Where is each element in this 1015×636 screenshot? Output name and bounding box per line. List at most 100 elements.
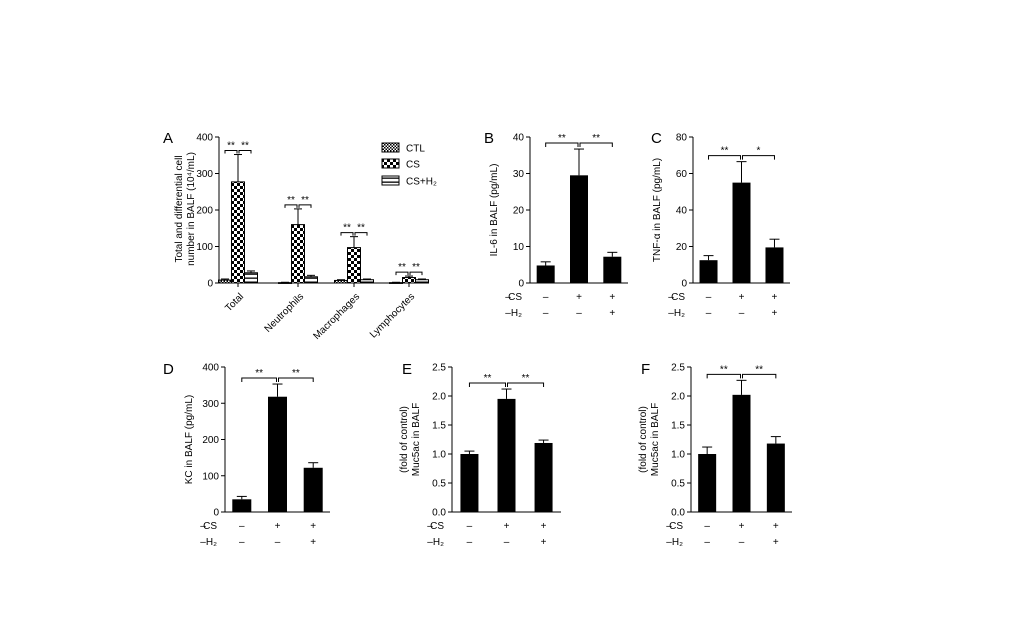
condition-mark: + [275,521,281,532]
condition-row-label: H₂ [433,537,444,548]
y-tick-label: 40 [676,206,688,217]
y-tick-label: 30 [513,169,525,180]
bar [766,443,785,512]
condition-row-label: CS [203,521,217,532]
y-axis-title: IL-6 in BALF (pg/mL) [489,164,500,257]
condition-mark: – [739,308,745,319]
significance-bracket [284,204,298,208]
significance-label: ** [227,141,235,152]
significance-bracket [468,382,506,388]
condition-mark: – [706,308,712,319]
bar [232,499,252,512]
condition-mark: + [772,308,778,319]
bar [570,175,588,283]
y-tick-label: 100 [196,242,213,253]
y-tick-label: 1.5 [432,421,446,432]
condition-mark: – [576,308,582,319]
significance-label: ** [292,368,300,379]
y-tick-label: 400 [202,363,219,374]
condition-row-label: H₂ [206,537,217,548]
panel-letter: C [651,130,662,147]
condition-row-label: CS [669,521,683,532]
bar [291,224,305,284]
significance-bracket [340,232,354,236]
bar [497,398,516,512]
significance-bracket [224,150,238,154]
panel-letter: B [484,130,494,147]
significance-label: ** [301,195,309,206]
bar [699,260,718,283]
bar [304,276,318,284]
significance-bracket [354,232,368,236]
panel-letter: F [641,361,650,378]
y-tick-label: 80 [676,133,688,144]
bar [732,182,751,283]
y-tick-label: 0.5 [432,479,446,490]
legend-label: CS+H₂ [406,177,437,188]
y-tick-label: 1.0 [671,450,685,461]
significance-label: ** [343,223,351,234]
y-tick-label: 2.0 [671,392,685,403]
y-tick-label: 200 [196,206,213,217]
significance-label: ** [592,133,600,144]
legend-swatch [381,175,400,186]
legend-label: CTL [406,144,425,155]
condition-baseline-mark: – [505,308,511,319]
y-axis-title: Muc5ac in BALF [411,403,422,476]
bar [460,454,479,512]
condition-mark: + [310,521,316,532]
significance-bracket [298,204,312,208]
condition-baseline-mark: – [668,308,674,319]
y-tick-label: 0 [207,279,213,290]
significance-bracket [708,155,741,160]
y-axis-title: (fold of control) [638,406,649,473]
bar [732,394,751,512]
y-tick-label: 20 [676,242,688,253]
panel-letter: D [163,361,174,378]
y-tick-label: 60 [676,169,688,180]
bar [347,247,361,284]
panel-letter: A [163,130,173,147]
y-axis-title: (fold of control) [399,406,410,473]
significance-bracket [545,142,579,148]
legend-swatch [381,142,400,153]
condition-baseline-mark: – [668,292,674,303]
significance-label: ** [755,364,763,375]
condition-mark: + [773,521,779,532]
y-axis-title-line-1: Total and differential cell [174,155,185,262]
condition-mark: + [541,537,547,548]
y-tick-label: 0 [518,279,524,290]
condition-mark: + [739,292,745,303]
significance-label: ** [484,373,492,384]
significance-bracket [742,155,775,160]
bar [534,442,553,512]
condition-mark: – [467,537,473,548]
panel-f: F 0.00.51.01.52.02.5 ** **CS – + +–H₂ – – +–Muc5… [638,361,792,548]
y-tick-label: 0.5 [671,479,685,490]
bar [268,396,287,512]
condition-mark: + [541,521,547,532]
condition-mark: – [504,537,510,548]
condition-mark: – [704,537,710,548]
y-tick-label: 1.0 [432,450,446,461]
significance-marks: ** ** ** ** ** ** ** ** [224,141,423,276]
x-tick-label: Neutrophils [263,291,307,335]
bar [536,265,555,283]
y-tick-label: 400 [196,133,213,144]
panel-a: A 0 100 200 300 400 ** ** ** ** ** ** ** ** Total Ne… [163,130,437,342]
significance-label: ** [241,141,249,152]
significance-label: * [757,146,761,157]
significance-label: ** [522,373,530,384]
condition-mark: – [704,521,710,532]
condition-mark: + [310,537,316,548]
condition-mark: – [706,292,712,303]
condition-mark: – [543,308,549,319]
y-tick-label: 2.5 [671,363,685,374]
y-tick-label: 20 [513,206,525,217]
y-tick-label: 2.0 [432,392,446,403]
bar [698,454,717,512]
bar [303,467,323,512]
